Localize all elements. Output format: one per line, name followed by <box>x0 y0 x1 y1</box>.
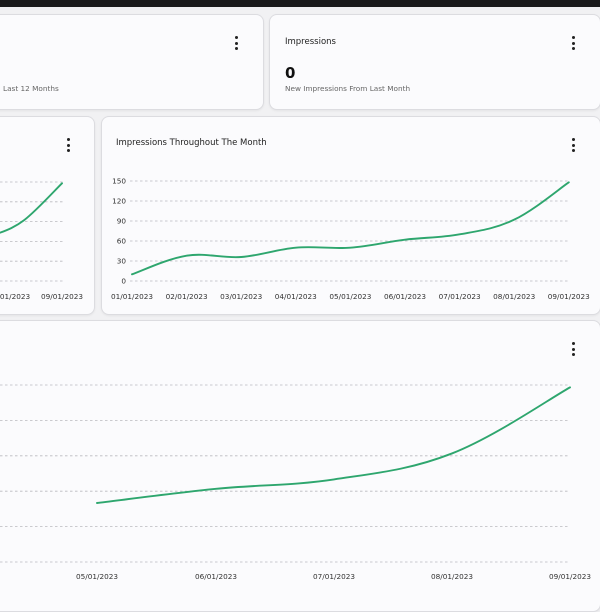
x-tick-label: 07/01/2023 <box>313 572 355 581</box>
series-line <box>132 182 569 274</box>
y-tick-label: 30 <box>117 257 127 266</box>
x-tick-label: 05/01/2023 <box>329 292 371 301</box>
x-tick-label: 09/01/2023 <box>549 572 591 581</box>
x-tick-label: 03/01/2023 <box>220 292 262 301</box>
x-tick-label: 07/01/2023 <box>439 292 481 301</box>
x-tick-label: 01/01/2023 <box>111 292 153 301</box>
x-tick-label: 05/01/2023 <box>76 572 118 581</box>
x-tick-label: 01/2023 <box>0 292 31 301</box>
y-tick-label: 120 <box>112 197 126 206</box>
x-tick-label: 09/01/2023 <box>548 292 590 301</box>
series-line <box>97 387 570 503</box>
x-tick-label: 06/01/2023 <box>195 572 237 581</box>
x-tick-label: 02/01/2023 <box>166 292 208 301</box>
series-line <box>0 183 62 234</box>
y-tick-label: 60 <box>117 237 127 246</box>
y-tick-label: 150 <box>112 177 126 186</box>
x-tick-label: 06/01/2023 <box>384 292 426 301</box>
y-tick-label: 0 <box>121 277 126 286</box>
x-tick-label: 04/01/2023 <box>275 292 317 301</box>
x-tick-label: 08/01/2023 <box>493 292 535 301</box>
x-tick-label: 09/01/2023 <box>41 292 83 301</box>
y-tick-label: 90 <box>117 217 127 226</box>
x-tick-label: 08/01/2023 <box>431 572 473 581</box>
